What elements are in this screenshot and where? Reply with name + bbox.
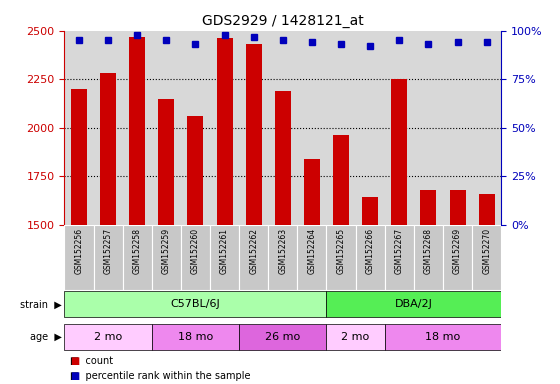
- Text: 26 mo: 26 mo: [265, 332, 300, 342]
- Bar: [217, 38, 232, 225]
- Text: GSM152262: GSM152262: [249, 228, 258, 274]
- Bar: [333, 136, 349, 225]
- Text: GSM152264: GSM152264: [307, 228, 316, 274]
- Text: GSM152256: GSM152256: [74, 228, 83, 274]
- Text: GSM152265: GSM152265: [337, 228, 346, 274]
- Text: ■: ■: [70, 356, 80, 366]
- Text: ■  percentile rank within the sample: ■ percentile rank within the sample: [70, 371, 250, 381]
- Text: 18 mo: 18 mo: [426, 332, 460, 342]
- Bar: [391, 79, 407, 225]
- Bar: [129, 36, 145, 225]
- Text: strain  ▶: strain ▶: [20, 299, 62, 310]
- Text: 18 mo: 18 mo: [178, 332, 213, 342]
- Bar: [210, 225, 239, 290]
- Bar: [123, 225, 152, 290]
- Bar: [479, 194, 494, 225]
- Bar: [450, 190, 465, 225]
- Bar: [385, 225, 414, 290]
- Bar: [414, 225, 443, 290]
- Bar: [356, 225, 385, 290]
- Bar: [100, 73, 116, 225]
- Bar: [326, 324, 385, 350]
- Text: 2 mo: 2 mo: [342, 332, 370, 342]
- Text: age  ▶: age ▶: [30, 332, 62, 342]
- Text: GSM152269: GSM152269: [453, 228, 462, 274]
- Bar: [188, 116, 203, 225]
- Bar: [152, 324, 239, 350]
- Bar: [64, 324, 152, 350]
- Text: ■  count: ■ count: [70, 356, 113, 366]
- Bar: [71, 89, 87, 225]
- Text: DBA/2J: DBA/2J: [395, 299, 433, 310]
- Bar: [326, 225, 356, 290]
- Text: 2 mo: 2 mo: [94, 332, 122, 342]
- Bar: [275, 91, 291, 225]
- Bar: [326, 291, 501, 317]
- Text: GSM152260: GSM152260: [191, 228, 200, 274]
- Bar: [64, 225, 94, 290]
- Bar: [94, 225, 123, 290]
- Bar: [246, 44, 262, 225]
- Text: GSM152270: GSM152270: [482, 228, 491, 274]
- Bar: [268, 225, 297, 290]
- Text: GSM152261: GSM152261: [220, 228, 229, 274]
- Bar: [297, 225, 326, 290]
- Text: GSM152259: GSM152259: [162, 228, 171, 274]
- Bar: [152, 225, 181, 290]
- Bar: [362, 197, 378, 225]
- Text: ■: ■: [70, 371, 80, 381]
- Text: GSM152263: GSM152263: [278, 228, 287, 274]
- Bar: [472, 225, 501, 290]
- Bar: [385, 324, 501, 350]
- Text: C57BL/6J: C57BL/6J: [171, 299, 220, 310]
- Bar: [304, 159, 320, 225]
- Text: GSM152258: GSM152258: [133, 228, 142, 274]
- Text: GSM152268: GSM152268: [424, 228, 433, 274]
- Text: GSM152257: GSM152257: [104, 228, 113, 274]
- Bar: [239, 225, 268, 290]
- Bar: [64, 291, 326, 317]
- Text: GSM152267: GSM152267: [395, 228, 404, 274]
- Bar: [443, 225, 472, 290]
- Text: GSM152266: GSM152266: [366, 228, 375, 274]
- Bar: [158, 99, 174, 225]
- Title: GDS2929 / 1428121_at: GDS2929 / 1428121_at: [202, 14, 363, 28]
- Bar: [239, 324, 326, 350]
- Bar: [181, 225, 210, 290]
- Bar: [421, 190, 436, 225]
